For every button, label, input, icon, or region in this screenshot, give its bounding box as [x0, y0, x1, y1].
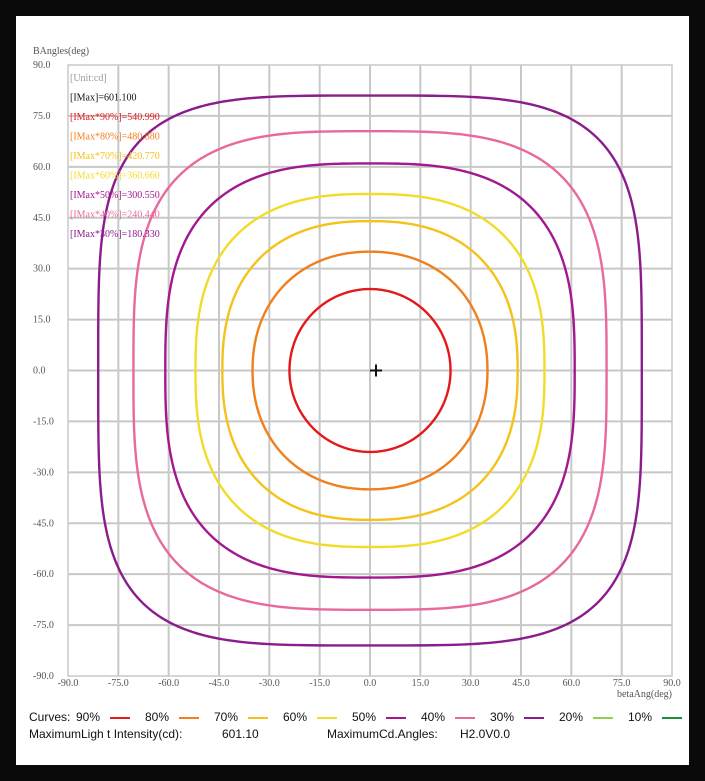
legend-entry-swatch: [110, 717, 130, 719]
legend-entry-swatch: [593, 717, 613, 719]
legend-entry-swatch: [662, 717, 682, 719]
annotation-label: [IMax*70%]=420.770: [70, 151, 160, 162]
y-tick-label: 90.0: [33, 60, 51, 71]
legend-entry-label: 80%: [145, 710, 170, 724]
x-tick-label: 0.0: [364, 678, 377, 689]
legend-entry-swatch: [386, 717, 406, 719]
contour-curves: [96, 94, 644, 647]
y-tick-label: -30.0: [33, 467, 54, 478]
x-tick-label: -75.0: [108, 678, 129, 689]
contour-curve-30pct: [96, 94, 644, 647]
y-tick-label: -60.0: [33, 569, 54, 580]
x-tick-label: -90.0: [58, 678, 79, 689]
annotation-label: [IMax*50%]=300.550: [70, 190, 160, 201]
legend-entry-label: 40%: [421, 710, 446, 724]
annotation-label: [Unit:cd]: [70, 73, 107, 84]
axis-ticks: -90.0 -75.0 -60.0 -45.0 -30.0 -15.0 0.0 15.0 30.…: [33, 60, 681, 689]
legend-entry-label: 20%: [559, 710, 584, 724]
max-intensity-label: MaximumLigh t Intensity(cd):: [29, 727, 183, 741]
max-angles-value: H2.0V0.0: [460, 727, 511, 741]
max-intensity-value: 601.10: [222, 727, 259, 741]
contour-curve-80pct: [251, 250, 489, 491]
max-angles-label: MaximumCd.Angles:: [327, 727, 438, 741]
x-tick-label: 15.0: [412, 678, 430, 689]
annotation-label: [IMax]=601.100: [70, 93, 136, 104]
legend-entry-swatch: [248, 717, 268, 719]
y-tick-label: -45.0: [33, 518, 54, 529]
x-tick-label: -15.0: [309, 678, 330, 689]
y-tick-label: -15.0: [33, 416, 54, 427]
annotation-label: [IMax*40%]=240.440: [70, 210, 160, 221]
y-tick-label: 15.0: [33, 315, 51, 326]
x-tick-label: 45.0: [512, 678, 530, 689]
annotation-label: [IMax*30%]=180.330: [70, 229, 160, 240]
legend-entry-swatch: [524, 717, 544, 719]
y-axis-label: BAngles(deg): [33, 46, 89, 57]
legend-entry-label: 60%: [283, 710, 308, 724]
legend-entry-swatch: [455, 717, 475, 719]
contour-curve-50pct: [164, 162, 576, 579]
y-tick-label: -90.0: [33, 671, 54, 682]
legend-entry-label: 30%: [490, 710, 515, 724]
x-tick-label: -45.0: [209, 678, 230, 689]
x-tick-label: 60.0: [563, 678, 581, 689]
y-tick-label: 60.0: [33, 162, 51, 173]
y-tick-label: 75.0: [33, 111, 51, 122]
x-tick-label: 90.0: [663, 678, 681, 689]
legend-entry-label: 10%: [628, 710, 653, 724]
annotation-label: [IMax*90%]=540.990: [70, 112, 160, 123]
x-tick-label: 30.0: [462, 678, 480, 689]
contour-curve-70pct: [221, 219, 519, 522]
info-row: MaximumLigh t Intensity(cd): 601.10 Maxi…: [29, 727, 689, 743]
contour-curve-90pct: [288, 287, 452, 454]
legend-entry-swatch: [317, 717, 337, 719]
y-tick-label: 30.0: [33, 264, 51, 275]
y-tick-label: 45.0: [33, 213, 51, 224]
y-tick-label: -75.0: [33, 620, 54, 631]
x-tick-label: -60.0: [158, 678, 179, 689]
legend-entry-label: 70%: [214, 710, 239, 724]
annotations: [Unit:cd] [IMax]=601.100 [IMax*90%]=540.99…: [70, 73, 160, 240]
curves-label: Curves:: [29, 710, 71, 724]
x-axis-label: betaAng(deg): [617, 689, 672, 700]
contour-curve-60pct: [194, 192, 546, 549]
center-marker: [370, 364, 382, 377]
annotation-label: [IMax*60%]=360.660: [70, 171, 160, 182]
contour-curve-40pct: [132, 129, 608, 612]
legend-entry-swatch: [179, 717, 199, 719]
x-tick-label: 75.0: [613, 678, 631, 689]
x-tick-label: -30.0: [259, 678, 280, 689]
annotation-label: [IMax*80%]=480.880: [70, 132, 160, 143]
y-tick-label: 0.0: [33, 366, 46, 377]
legend-entry-label: 50%: [352, 710, 377, 724]
legend-entry-label: 90%: [76, 710, 101, 724]
